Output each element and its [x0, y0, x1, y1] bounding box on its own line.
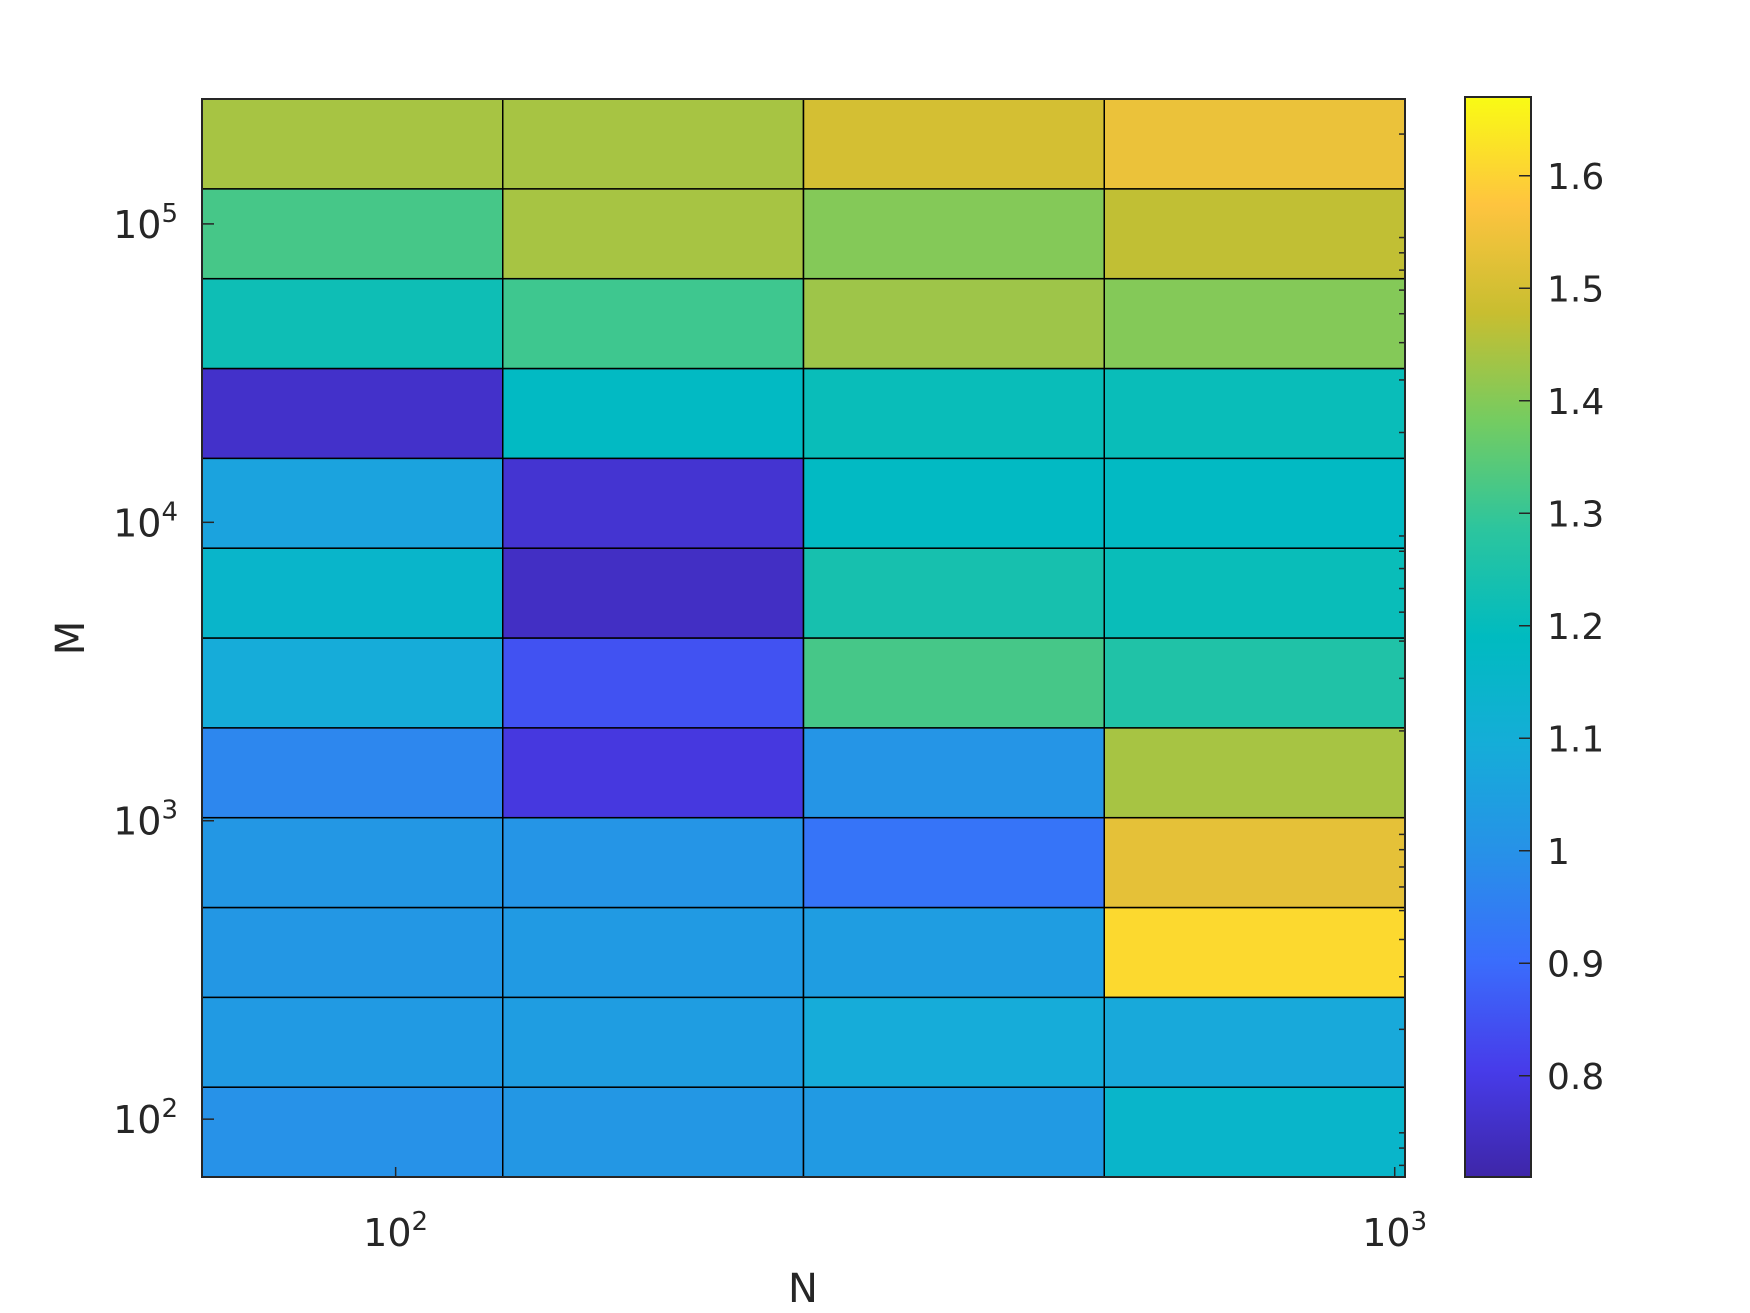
- heatmap-cell: [502, 996, 805, 1088]
- heatmap-cell: [502, 816, 805, 909]
- heatmap-cell: [802, 727, 1105, 819]
- heatmap-cell: [201, 367, 504, 460]
- heatmap-cell: [1103, 457, 1406, 549]
- heatmap-cell: [1103, 367, 1406, 460]
- colorbar-tick-label: 1.6: [1547, 157, 1604, 198]
- colorbar-tick-label: 1.2: [1547, 607, 1604, 648]
- heatmap-cell: [201, 457, 504, 549]
- colorbar-tick-label: 1.3: [1547, 494, 1604, 535]
- heatmap-cell: [502, 727, 805, 819]
- heatmap-cell: [802, 457, 1105, 549]
- heatmap-cell: [201, 996, 504, 1088]
- colorbar-tick-label: 0.8: [1547, 1057, 1604, 1098]
- x-tick-label: 102: [363, 1207, 428, 1255]
- heatmap-cell: [802, 637, 1105, 729]
- x-axis-label: N: [788, 1266, 818, 1312]
- y-axis-label: M: [48, 621, 94, 656]
- heatmap-cell: [1103, 906, 1406, 999]
- heatmap-cell: [502, 277, 805, 370]
- heatmap-cell: [201, 98, 504, 190]
- heatmap-cell: [1103, 547, 1406, 639]
- heatmap-cell: [502, 906, 805, 999]
- heatmap-cell: [1103, 277, 1406, 370]
- y-tick-label: 102: [113, 1094, 178, 1142]
- heatmap-cells: [201, 98, 1406, 1178]
- heatmap-cell: [802, 367, 1105, 460]
- heatmap-cell: [802, 816, 1105, 909]
- y-axis-ticks: 102 103 104 105: [113, 133, 1405, 1167]
- heatmap-cell: [502, 367, 805, 460]
- heatmap-cell: [502, 637, 805, 729]
- heatmap-cell: [1103, 727, 1406, 819]
- heatmap-cell: [1103, 816, 1406, 909]
- y-tick-label: 103: [113, 796, 178, 844]
- heatmap-cell: [502, 457, 805, 549]
- plot-frame: [201, 98, 1406, 1178]
- heatmap-cell: [1103, 637, 1406, 729]
- colorbar-tick-label: 1.1: [1547, 719, 1604, 760]
- heatmap-cell: [1103, 188, 1406, 280]
- heatmap-cell: [802, 1086, 1105, 1178]
- heatmap-cell: [201, 816, 504, 909]
- heatmap-cell: [802, 98, 1105, 190]
- heatmap-cell: [1103, 98, 1406, 190]
- colorbar-ticks: 0.8 0.9 1 1.1 1.2 1.3 1.4 1.5 1.6: [1519, 157, 1604, 1098]
- y-tick-label: 104: [113, 497, 178, 545]
- heatmap-cell: [1103, 996, 1406, 1088]
- heatmap-cell: [1103, 1086, 1406, 1178]
- x-tick-label: 103: [1362, 1207, 1427, 1255]
- heatmap-cell: [502, 547, 805, 639]
- heatmap-cell: [201, 188, 504, 280]
- heatmap-cell: [201, 906, 504, 999]
- heatmap-cell: [502, 188, 805, 280]
- heatmap-cell: [502, 1086, 805, 1178]
- x-axis-ticks: 102 103: [363, 1167, 1427, 1255]
- heatmap-cell: [802, 188, 1105, 280]
- colorbar-tick-label: 1: [1547, 832, 1570, 873]
- heatmap-cell: [802, 906, 1105, 999]
- heatmap-cell: [802, 277, 1105, 370]
- heatmap-cell: [201, 547, 504, 639]
- heatmap-cell: [802, 547, 1105, 639]
- colorbar-tick-label: 0.9: [1547, 944, 1604, 985]
- y-tick-label: 105: [113, 199, 178, 247]
- colorbar-tick-label: 1.5: [1547, 269, 1604, 310]
- colorbar: [1464, 96, 1532, 1178]
- heatmap-cell: [802, 996, 1105, 1088]
- heatmap-cell: [201, 277, 504, 370]
- heatmap-cell: [502, 98, 805, 190]
- colorbar-tick-label: 1.4: [1547, 382, 1604, 423]
- heatmap-cell: [201, 727, 504, 819]
- heatmap-cell: [201, 637, 504, 729]
- heatmap-cell: [201, 1086, 504, 1178]
